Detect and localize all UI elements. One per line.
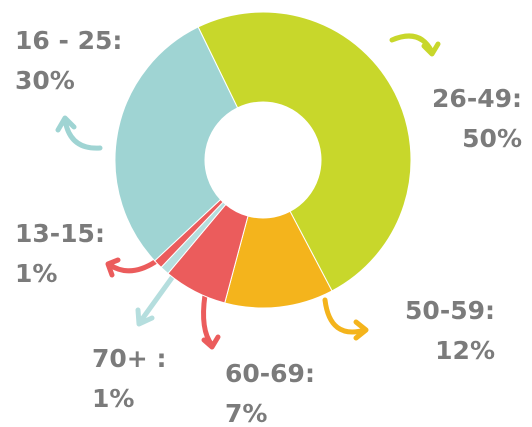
- slice-category-label: 60-69:: [225, 359, 315, 388]
- arrow: [201, 292, 221, 350]
- slice-category-label: 13-15:: [15, 219, 105, 248]
- arrow: [105, 257, 158, 278]
- donut-slice: [114, 26, 239, 262]
- slice-value-label: 7%: [225, 399, 267, 427]
- slice-value-label: 50%: [462, 124, 522, 153]
- slice-value-label: 1%: [15, 259, 57, 288]
- arrow: [55, 115, 103, 151]
- arrow: [322, 297, 369, 341]
- slice-category-label: 26-49:: [432, 84, 522, 113]
- slice-category-label: 70+ :: [92, 344, 166, 373]
- slice-category-label: 50-59:: [405, 296, 495, 325]
- slice-category-label: 16 - 25:: [15, 26, 122, 55]
- donut-slice: [197, 11, 412, 292]
- slice-value-label: 1%: [92, 384, 134, 413]
- arrow: [389, 33, 441, 57]
- slice-value-label: 12%: [435, 336, 495, 365]
- slice-value-label: 30%: [15, 66, 75, 95]
